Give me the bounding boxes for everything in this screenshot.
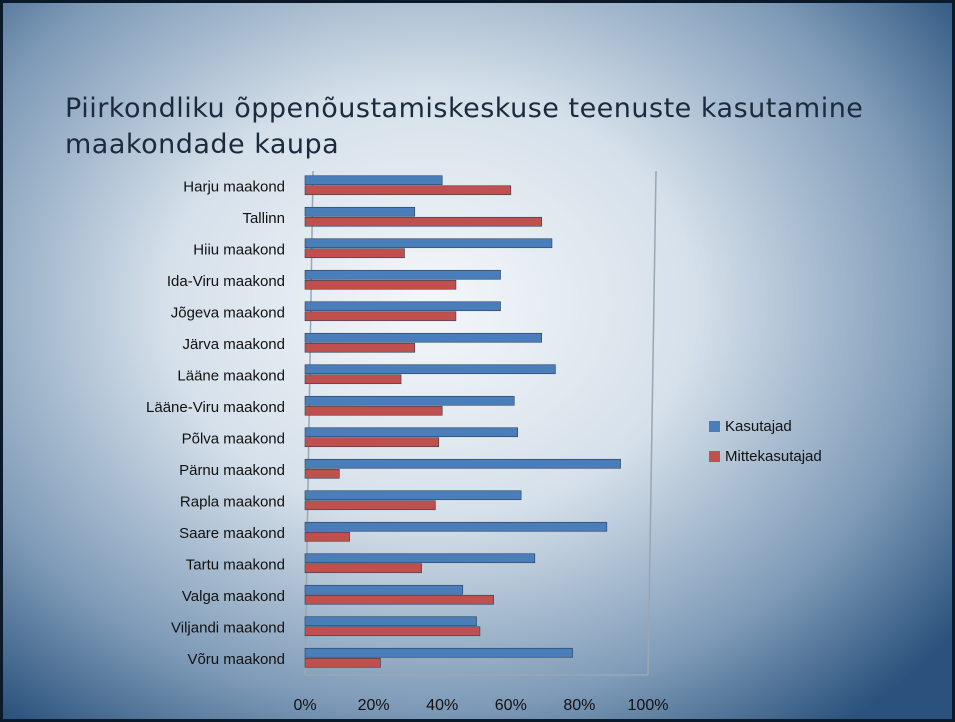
bar xyxy=(305,343,415,352)
y-tick-label: Rapla maakond xyxy=(180,494,285,511)
legend-swatch xyxy=(709,421,720,432)
legend-swatch xyxy=(709,451,720,462)
bar xyxy=(305,491,521,500)
bar xyxy=(305,428,518,437)
x-tick-label: 60% xyxy=(495,697,527,714)
bar xyxy=(305,406,442,415)
y-tick-label: Hiiu maakond xyxy=(193,242,285,259)
y-tick-label: Ida-Viru maakond xyxy=(167,273,285,290)
bar xyxy=(305,396,514,405)
bar xyxy=(305,217,542,226)
legend-label: Kasutajad xyxy=(725,418,792,435)
x-tick-label: 20% xyxy=(358,697,390,714)
x-tick-label: 100% xyxy=(628,697,669,714)
y-tick-label: Harju maakond xyxy=(183,179,285,196)
bar xyxy=(305,249,404,258)
bar xyxy=(305,564,422,573)
bar xyxy=(305,365,555,374)
y-tick-label: Tartu maakond xyxy=(186,557,285,574)
bar xyxy=(305,270,501,279)
bar xyxy=(305,658,380,667)
bar xyxy=(305,302,501,311)
bar xyxy=(305,312,456,321)
y-tick-label: Jõgeva maakond xyxy=(171,305,285,322)
y-tick-label: Lääne maakond xyxy=(177,368,285,385)
bar xyxy=(305,239,552,248)
y-tick-label: Valga maakond xyxy=(182,588,285,605)
slide: Piirkondliku õppenõustamiskeskuse teenus… xyxy=(0,0,955,722)
bar xyxy=(305,459,621,468)
x-tick-label: 40% xyxy=(426,697,458,714)
bar xyxy=(305,280,456,289)
bar xyxy=(305,333,542,342)
bar xyxy=(305,648,573,657)
bar xyxy=(305,595,494,604)
x-tick-label: 80% xyxy=(563,697,595,714)
bar xyxy=(305,585,463,594)
y-tick-label: Pärnu maakond xyxy=(179,462,285,479)
x-tick-label: 0% xyxy=(293,697,316,714)
bar xyxy=(305,554,535,563)
bar xyxy=(305,375,401,384)
y-tick-label: Lääne-Viru maakond xyxy=(146,399,285,416)
bar xyxy=(305,207,415,216)
bar xyxy=(305,522,607,531)
y-tick-label: Viljandi maakond xyxy=(171,620,285,637)
y-tick-label: Tallinn xyxy=(242,210,285,227)
bar xyxy=(305,176,442,185)
y-tick-label: Põlva maakond xyxy=(182,431,285,448)
bar xyxy=(305,469,339,478)
chart: 0% 20% 40% 60% 80% 100% Harju maakond Tallinn Hi… xyxy=(3,3,952,719)
y-tick-label: Saare maakond xyxy=(179,525,285,542)
bar xyxy=(305,617,477,626)
legend-label: Mittekasutajad xyxy=(725,448,822,465)
y-tick-label: Järva maakond xyxy=(182,336,285,353)
bar xyxy=(305,627,480,636)
bar xyxy=(305,501,435,510)
bar xyxy=(305,532,350,541)
bar xyxy=(305,186,511,195)
y-tick-label: Võru maakond xyxy=(187,651,285,668)
bar xyxy=(305,438,439,447)
